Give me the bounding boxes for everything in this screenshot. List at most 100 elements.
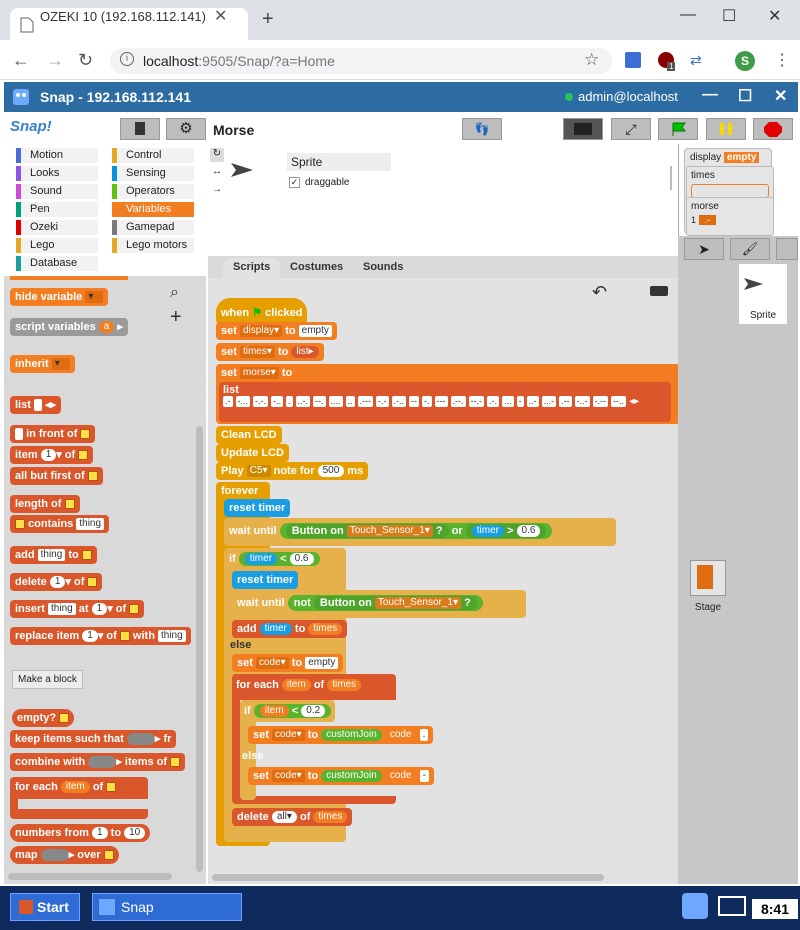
morse-code-slot[interactable]: ...	[502, 396, 514, 407]
file-menu-button[interactable]	[120, 118, 160, 140]
set-display-block[interactable]: set display▾ to empty	[216, 322, 337, 340]
morse-code-slot[interactable]: -.-	[376, 396, 389, 407]
undo-icon[interactable]: ↶	[592, 282, 608, 302]
empty-predicate-block[interactable]: empty?	[12, 709, 75, 727]
reload-icon[interactable]: ↻	[78, 50, 94, 70]
add-timer-block[interactable]: add timer to times	[232, 620, 348, 638]
combine-block[interactable]: combine with ▸ items of	[10, 753, 186, 771]
morse-code-slot[interactable]: ---	[434, 396, 448, 407]
morse-code-slot[interactable]: -.-.	[253, 396, 268, 407]
category-sound[interactable]: Sound	[16, 184, 98, 199]
camera-button[interactable]	[776, 238, 798, 260]
palette-hscrollbar[interactable]	[8, 873, 172, 880]
morse-code-slot[interactable]: .	[286, 396, 293, 407]
stop-button[interactable]	[753, 118, 793, 140]
morse-code-slot[interactable]: .---	[357, 396, 374, 407]
draggable-checkbox[interactable]: ✓	[289, 177, 300, 188]
pause-button[interactable]	[706, 118, 746, 140]
maximize-icon[interactable]: ☐	[722, 8, 737, 25]
keep-items-block[interactable]: keep items such that ▸ fr	[10, 730, 177, 748]
category-lego-motors[interactable]: Lego motors	[112, 238, 194, 253]
list-arrows-icon[interactable]: ◂▸	[629, 396, 640, 407]
morse-code-slot[interactable]: ..-	[526, 396, 539, 407]
tab-costumes[interactable]: Costumes	[290, 261, 344, 273]
taskbar-snap-app[interactable]: Snap	[92, 893, 242, 921]
morse-code-slot[interactable]: .--	[559, 396, 572, 407]
morse-code-slot[interactable]: -	[516, 396, 524, 407]
morse-code-slot[interactable]: ..-.	[295, 396, 311, 407]
morse-code-slot[interactable]: --.-	[468, 396, 485, 407]
insert-block[interactable]: insert thing at 1 ▾ of	[10, 600, 145, 618]
make-a-block-button[interactable]: Make a block	[12, 670, 83, 689]
morse-code-slot[interactable]: --..	[611, 396, 627, 407]
snap-maximize-icon[interactable]: ☐	[738, 88, 753, 105]
length-of-block[interactable]: length of	[10, 495, 80, 513]
category-gamepad[interactable]: Gamepad	[112, 220, 194, 235]
category-motion[interactable]: Motion	[16, 148, 98, 163]
numbers-from-block[interactable]: numbers from 1 to 10	[10, 824, 151, 842]
reset-timer-block[interactable]: reset timer	[224, 499, 291, 517]
inner-if-condition[interactable]: if item < 0.2	[240, 700, 336, 722]
search-icon[interactable]: ⌕	[170, 284, 179, 301]
contains-block[interactable]: contains thing	[10, 515, 110, 533]
all-but-first-block[interactable]: all but first of	[10, 467, 103, 485]
url-field[interactable]	[110, 48, 612, 74]
arrow-sprite-button[interactable]: ➤	[684, 238, 724, 260]
update-lcd-block[interactable]: Update LCD	[216, 444, 289, 462]
tab-sounds[interactable]: Sounds	[363, 261, 404, 273]
delete-of-block[interactable]: delete 1 ▾ of	[10, 573, 103, 591]
sprite-info-scrollbar[interactable]	[670, 166, 672, 190]
script-variables-block[interactable]: script variables a ▸	[10, 318, 128, 336]
close-icon[interactable]: ✕	[214, 8, 228, 25]
for-each-block[interactable]: for each item of	[10, 777, 148, 819]
morse-code-slot[interactable]: .-..	[391, 396, 407, 407]
morse-code-slot[interactable]: .-.	[487, 396, 500, 407]
wait-until-not-block[interactable]: wait until not Button on Touch_Sensor_1▾…	[232, 590, 526, 618]
close-window-icon[interactable]: ✕	[768, 8, 782, 25]
new-tab-icon[interactable]: +	[262, 8, 274, 30]
sprite-name-input[interactable]: Sprite	[287, 153, 391, 171]
hide-variable-block[interactable]: hide variable ▾	[10, 288, 109, 306]
wait-until-block[interactable]: wait until Button on Touch_Sensor_1▾ ? o…	[224, 518, 616, 546]
morse-code-slot[interactable]: ...-	[541, 396, 557, 407]
snap-close-icon[interactable]: ✕	[774, 88, 788, 105]
set-times-block[interactable]: set times▾ to list▸	[216, 343, 324, 361]
bookmark-star-icon[interactable]: ☆	[584, 50, 600, 69]
morse-code-slot[interactable]: -.	[422, 396, 432, 407]
morse-code-slot[interactable]: ....	[328, 396, 343, 407]
menu-dots-icon[interactable]: ⋮	[774, 52, 790, 69]
translate-icon[interactable]	[625, 52, 641, 68]
category-operators[interactable]: Operators	[112, 184, 194, 199]
replace-item-block[interactable]: replace item 1 ▾ of with thing	[10, 627, 191, 645]
browser-tab[interactable]	[10, 8, 248, 40]
list-block[interactable]: list ◂▸	[10, 396, 62, 414]
snap-tray-icon[interactable]	[682, 893, 708, 919]
stage-thumb[interactable]	[690, 560, 726, 596]
category-database[interactable]: Database	[16, 256, 98, 271]
morse-code-slot[interactable]: .--.	[450, 396, 466, 407]
monitor-icon[interactable]	[718, 896, 746, 916]
set-code-dash-block[interactable]: set code▾ to customJoin code -	[248, 767, 434, 785]
sprite-thumb[interactable]: Sprite	[739, 264, 787, 324]
in-front-of-block[interactable]: in front of	[10, 425, 96, 443]
morse-list-reporter[interactable]: list .- -... -.-. -... ..-. --....... .--- -.-.…	[219, 382, 671, 422]
forward-icon[interactable]: →	[46, 50, 64, 70]
delete-all-block[interactable]: delete all▾ of times	[232, 808, 353, 826]
fullscreen-button[interactable]: ⤢	[611, 118, 651, 140]
set-code-block[interactable]: set code▾ to empty	[232, 654, 344, 672]
category-variables[interactable]: Variables	[112, 202, 194, 217]
morse-code-slot[interactable]: -..	[271, 396, 283, 407]
rotate-icon[interactable]: ↻	[210, 148, 224, 162]
set-code-dot-block[interactable]: set code▾ to customJoin code .	[248, 726, 434, 744]
snap-minimize-icon[interactable]: —	[702, 86, 718, 103]
morse-code-slot[interactable]: ..	[345, 396, 355, 407]
category-ozeki[interactable]: Ozeki	[16, 220, 98, 235]
paint-button[interactable]: 🖌	[730, 238, 770, 260]
start-button[interactable]: Start	[10, 893, 80, 921]
category-pen[interactable]: Pen	[16, 202, 98, 217]
green-flag-button[interactable]	[658, 118, 698, 140]
footprints-button[interactable]: 👣	[462, 118, 502, 140]
morse-code-slot[interactable]: .-	[223, 396, 233, 407]
palette-scrollbar[interactable]	[196, 426, 203, 872]
flip-icon[interactable]: ↔	[212, 166, 222, 177]
